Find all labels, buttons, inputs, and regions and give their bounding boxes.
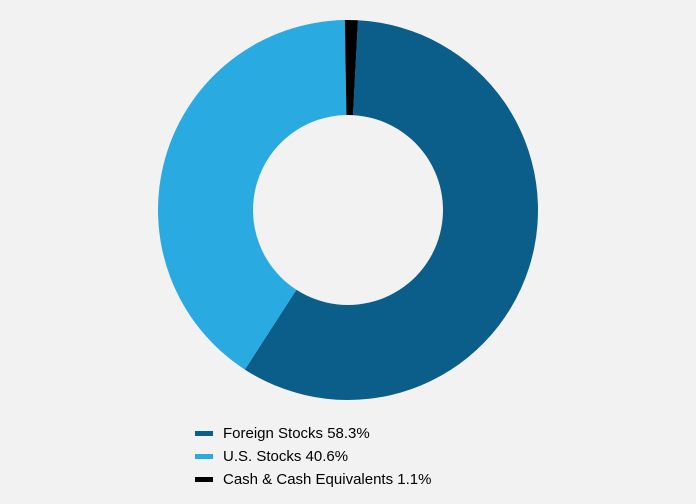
legend-label-2: Cash & Cash Equivalents 1.1% [223,471,431,488]
donut-chart [158,20,538,405]
chart-container: Foreign Stocks 58.3% U.S. Stocks 40.6% C… [0,0,696,504]
legend-item-0: Foreign Stocks 58.3% [195,425,431,442]
legend-swatch-0 [195,431,213,436]
legend-swatch-1 [195,454,213,459]
legend-item-1: U.S. Stocks 40.6% [195,448,431,465]
legend-swatch-2 [195,477,213,482]
legend: Foreign Stocks 58.3% U.S. Stocks 40.6% C… [195,425,431,494]
legend-label-1: U.S. Stocks 40.6% [223,448,348,465]
legend-label-0: Foreign Stocks 58.3% [223,425,370,442]
legend-item-2: Cash & Cash Equivalents 1.1% [195,471,431,488]
donut-svg [158,20,538,400]
